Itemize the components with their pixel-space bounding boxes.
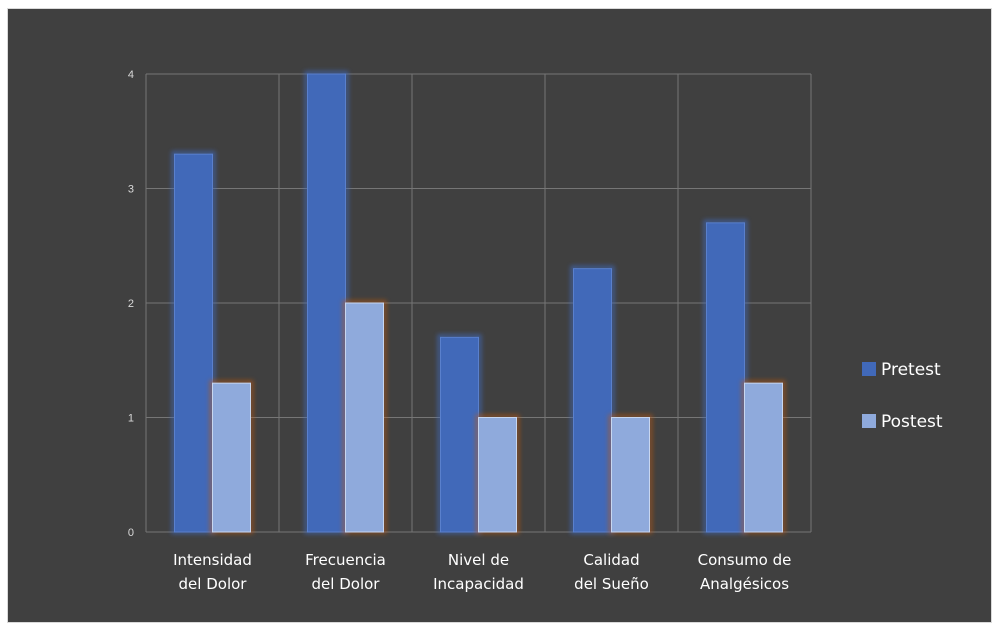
x-tick-label: Analgésicos [700, 575, 789, 593]
bar-postest-0 [212, 382, 251, 533]
bar-postest-2 [478, 417, 517, 533]
bar-pretest-2 [440, 336, 479, 533]
x-tick-label: Consumo de [698, 551, 792, 569]
chart-area: 0 1 2 3 4 Intensidad del Dolor Frecuencia del D… [7, 8, 992, 623]
bar-pretest-3 [573, 268, 612, 533]
x-tick-label: Nivel de [448, 551, 509, 569]
bar-postest-4 [744, 382, 783, 533]
bar-pretest-0 [174, 153, 213, 533]
y-tick-label: 4 [128, 69, 134, 81]
y-tick-label: 0 [128, 527, 134, 539]
x-tick-label: del Dolor [312, 575, 381, 593]
x-tick-label: Incapacidad [433, 575, 524, 593]
legend: Pretest Postest [862, 360, 943, 432]
y-tick-label: 1 [128, 413, 134, 425]
y-tick-label: 3 [128, 184, 134, 196]
legend-swatch-postest [862, 414, 876, 428]
bar-postest-1 [345, 302, 384, 533]
gridlines [145, 73, 812, 533]
bar-pretest-4 [706, 222, 745, 533]
x-tick-label: del Dolor [179, 575, 248, 593]
x-tick-label: Frecuencia [305, 551, 386, 569]
y-tick-label: 2 [128, 298, 134, 310]
bars [171, 71, 786, 534]
legend-swatch-pretest [862, 362, 876, 376]
legend-label-postest: Postest [881, 412, 943, 432]
bar-pretest-1 [307, 73, 346, 533]
x-tick-label: Calidad [583, 551, 639, 569]
legend-label-pretest: Pretest [881, 360, 941, 380]
y-axis: 0 1 2 3 4 [128, 69, 134, 539]
bar-postest-3 [611, 417, 650, 533]
bar-chart: 0 1 2 3 4 Intensidad del Dolor Frecuencia del D… [128, 69, 943, 593]
x-tick-label: Intensidad [173, 551, 252, 569]
x-axis: Intensidad del Dolor Frecuencia del Dolor Ni… [173, 551, 791, 593]
x-tick-label: del Sueño [574, 575, 649, 593]
